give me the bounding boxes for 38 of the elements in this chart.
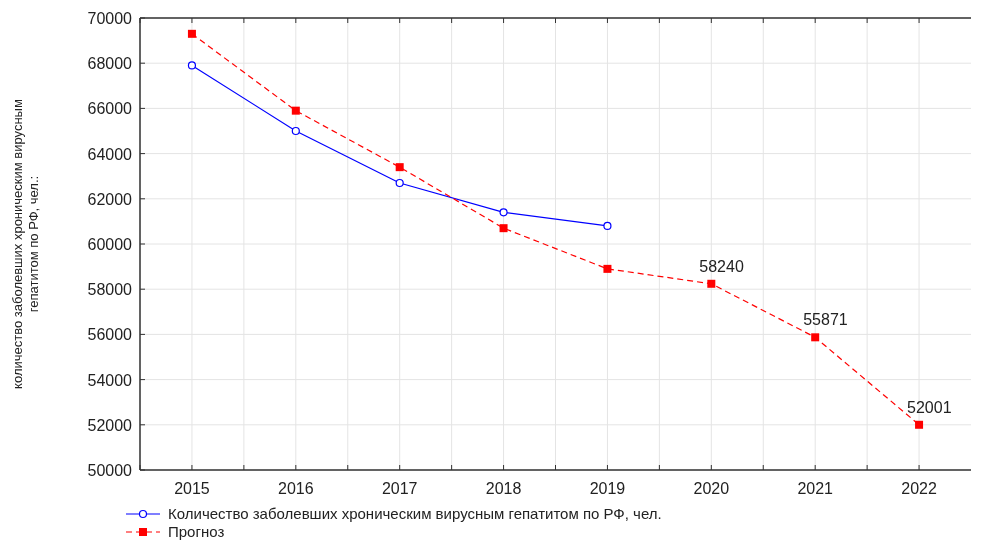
point xyxy=(811,333,820,342)
x-tick-label: 2022 xyxy=(901,480,937,497)
legend-label: Количество заболевших хроническим вирусным гепатитом по РФ, чел. xyxy=(168,505,662,522)
data-label: 55871 xyxy=(803,311,848,329)
point xyxy=(707,279,716,288)
y-tick-label: 56000 xyxy=(87,326,133,344)
y-tick-label: 64000 xyxy=(87,145,133,163)
y-tick-label: 70000 xyxy=(87,10,133,27)
y-tick-label: 60000 xyxy=(87,236,133,253)
x-tick-label: 2020 xyxy=(693,480,730,497)
y-tick-label: 66000 xyxy=(87,100,133,118)
point xyxy=(187,29,196,38)
x-tick-label: 2019 xyxy=(589,480,626,497)
point xyxy=(291,126,300,136)
point xyxy=(603,221,612,231)
x-tick-label: 2017 xyxy=(381,480,418,497)
x-tick-label: 2018 xyxy=(485,480,522,497)
y-tick-label: 50000 xyxy=(87,462,133,479)
x-tick-label: 2015 xyxy=(174,480,210,497)
x-tick-label: 2016 xyxy=(278,480,314,497)
y-tick-label: 52000 xyxy=(87,416,133,434)
y-tick-label: 54000 xyxy=(87,371,133,389)
x-tick-label: 2021 xyxy=(797,480,834,497)
point xyxy=(603,264,612,273)
y-tick-label: 58000 xyxy=(87,281,133,299)
legend-label: Прогноз xyxy=(168,523,225,540)
y-tick-label: 68000 xyxy=(87,55,133,73)
point xyxy=(395,178,404,188)
point xyxy=(499,224,508,233)
point xyxy=(915,420,924,429)
y-tick-label: 62000 xyxy=(87,190,133,208)
y-axis-title: количество заболевших хроническим вирусным гепатитом по РФ, чел.: xyxy=(10,99,41,389)
point xyxy=(499,208,508,217)
point xyxy=(291,106,300,115)
point xyxy=(395,163,404,172)
point xyxy=(187,61,197,70)
data-label: 58240 xyxy=(699,257,744,275)
data-label: 52001 xyxy=(907,398,952,416)
